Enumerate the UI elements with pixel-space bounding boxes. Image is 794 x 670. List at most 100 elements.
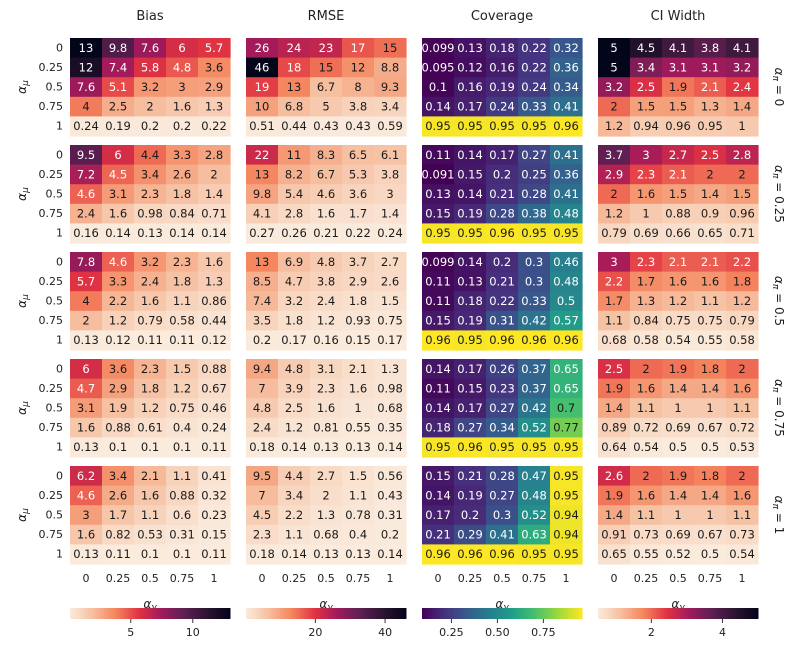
cell-label: 0.15 (457, 167, 483, 181)
cell-label: 0.95 (425, 226, 451, 240)
cell-label: 1.6 (669, 274, 687, 288)
cell-label: 4.5 (637, 41, 655, 55)
colorbar-segment (602, 608, 605, 619)
heatmap-cell (198, 398, 231, 419)
cell-label: 0.73 (729, 528, 755, 542)
heatmap-cell (342, 524, 375, 545)
colorbar-segment (276, 608, 279, 619)
colorbar-segment (544, 608, 547, 619)
cell-label: 4.1 (669, 41, 687, 55)
cell-label: 1.1 (701, 294, 719, 308)
colorbar-segment (552, 608, 555, 619)
heatmap-cell (422, 38, 455, 59)
heatmap-cell (166, 524, 199, 545)
cell-label: 0.13 (137, 226, 163, 240)
cell-label: 1.4 (669, 488, 687, 502)
cell-label: 0.11 (137, 333, 163, 347)
colorbar-segment (454, 608, 457, 619)
colorbar-segment (670, 608, 673, 619)
heatmap-cell (550, 96, 583, 117)
y-tick-label: 0.75 (39, 421, 64, 434)
heatmap-cell (518, 310, 551, 331)
heatmap-cell (518, 203, 551, 224)
y-tick-label: 0.25 (39, 275, 64, 288)
colorbar-segment (228, 608, 231, 619)
heatmap-cell (342, 330, 375, 351)
heatmap-cell (630, 38, 663, 59)
cell-label: 9.5 (77, 148, 95, 162)
cell-label: 0.96 (553, 333, 579, 347)
cell-label: 2 (642, 469, 649, 483)
cell-label: 7 (258, 381, 265, 395)
heatmap-cell (726, 485, 759, 506)
heatmap-cell (246, 485, 279, 506)
cell-label: 1.3 (637, 294, 655, 308)
heatmap-cell (422, 116, 455, 137)
heatmap-cell (518, 116, 551, 137)
cell-label: 0.67 (697, 421, 723, 435)
heatmap-cell (518, 223, 551, 244)
cell-label: 1.6 (77, 528, 95, 542)
cell-label: 0.65 (553, 362, 579, 376)
cell-label: 5.7 (77, 274, 95, 288)
colorbar-segment (698, 608, 701, 619)
cell-label: 0.95 (553, 547, 579, 561)
colorbar-segment (736, 608, 739, 619)
colorbar-tick-label: 0.25 (439, 626, 464, 639)
heatmap-cell (374, 57, 407, 78)
heatmap-cell (342, 96, 375, 117)
cell-label: 1.6 (733, 488, 751, 502)
heatmap-cell (454, 164, 487, 185)
heatmap-cell (70, 310, 103, 331)
heatmap-cell (726, 116, 759, 137)
heatmap-cell (278, 291, 311, 312)
cell-label: 0.81 (313, 421, 339, 435)
colorbar-segment (732, 608, 735, 619)
colorbar-segment (208, 608, 211, 619)
cell-label: 8.2 (285, 167, 303, 181)
cell-label: 0.72 (633, 421, 659, 435)
colorbar-segment (456, 608, 459, 619)
cell-label: 2.9 (349, 274, 367, 288)
cell-label: 0.89 (601, 421, 627, 435)
cell-label: 0.27 (489, 401, 515, 415)
colorbar-segment (72, 608, 75, 619)
cell-label: 0.2 (493, 167, 511, 181)
cell-label: 2.4 (733, 80, 751, 94)
cell-label: 0.28 (489, 469, 515, 483)
heatmap-cell (198, 203, 231, 224)
colorbar-segment (658, 608, 661, 619)
cell-label: 0.2 (253, 333, 271, 347)
colorbar-segment (324, 608, 327, 619)
colorbar-segment (600, 608, 603, 619)
cell-label: 0.31 (489, 314, 515, 328)
cell-label: 2 (210, 167, 217, 181)
heatmap-cell (246, 184, 279, 205)
cell-label: 0.96 (425, 333, 451, 347)
heatmap-cell (694, 524, 727, 545)
colorbar-segment (722, 608, 725, 619)
heatmap-cell (422, 77, 455, 98)
colorbar-segment (652, 608, 655, 619)
colorbar-segment (312, 608, 315, 619)
heatmap-cell (422, 271, 455, 292)
colorbar-tick-label: 0.50 (485, 626, 510, 639)
colorbar-segment (466, 608, 469, 619)
heatmap-cell (486, 466, 519, 487)
heatmap-cell (630, 96, 663, 117)
cell-label: 0.9 (701, 207, 719, 221)
colorbar-segment (376, 608, 379, 619)
colorbar-segment (74, 608, 77, 619)
cell-label: 12 (351, 60, 366, 74)
cell-label: 1.2 (285, 421, 303, 435)
colorbar-segment (428, 608, 431, 619)
cell-label: 0.78 (345, 508, 371, 522)
heatmap-cell (486, 96, 519, 117)
colorbar-segment (462, 608, 465, 619)
cell-label: 2.2 (285, 508, 303, 522)
heatmap-cell (102, 359, 135, 380)
cell-label: 3 (178, 80, 185, 94)
cell-label: 3 (642, 148, 649, 162)
heatmap-cell (102, 524, 135, 545)
y-tick-label: 1 (56, 334, 63, 347)
